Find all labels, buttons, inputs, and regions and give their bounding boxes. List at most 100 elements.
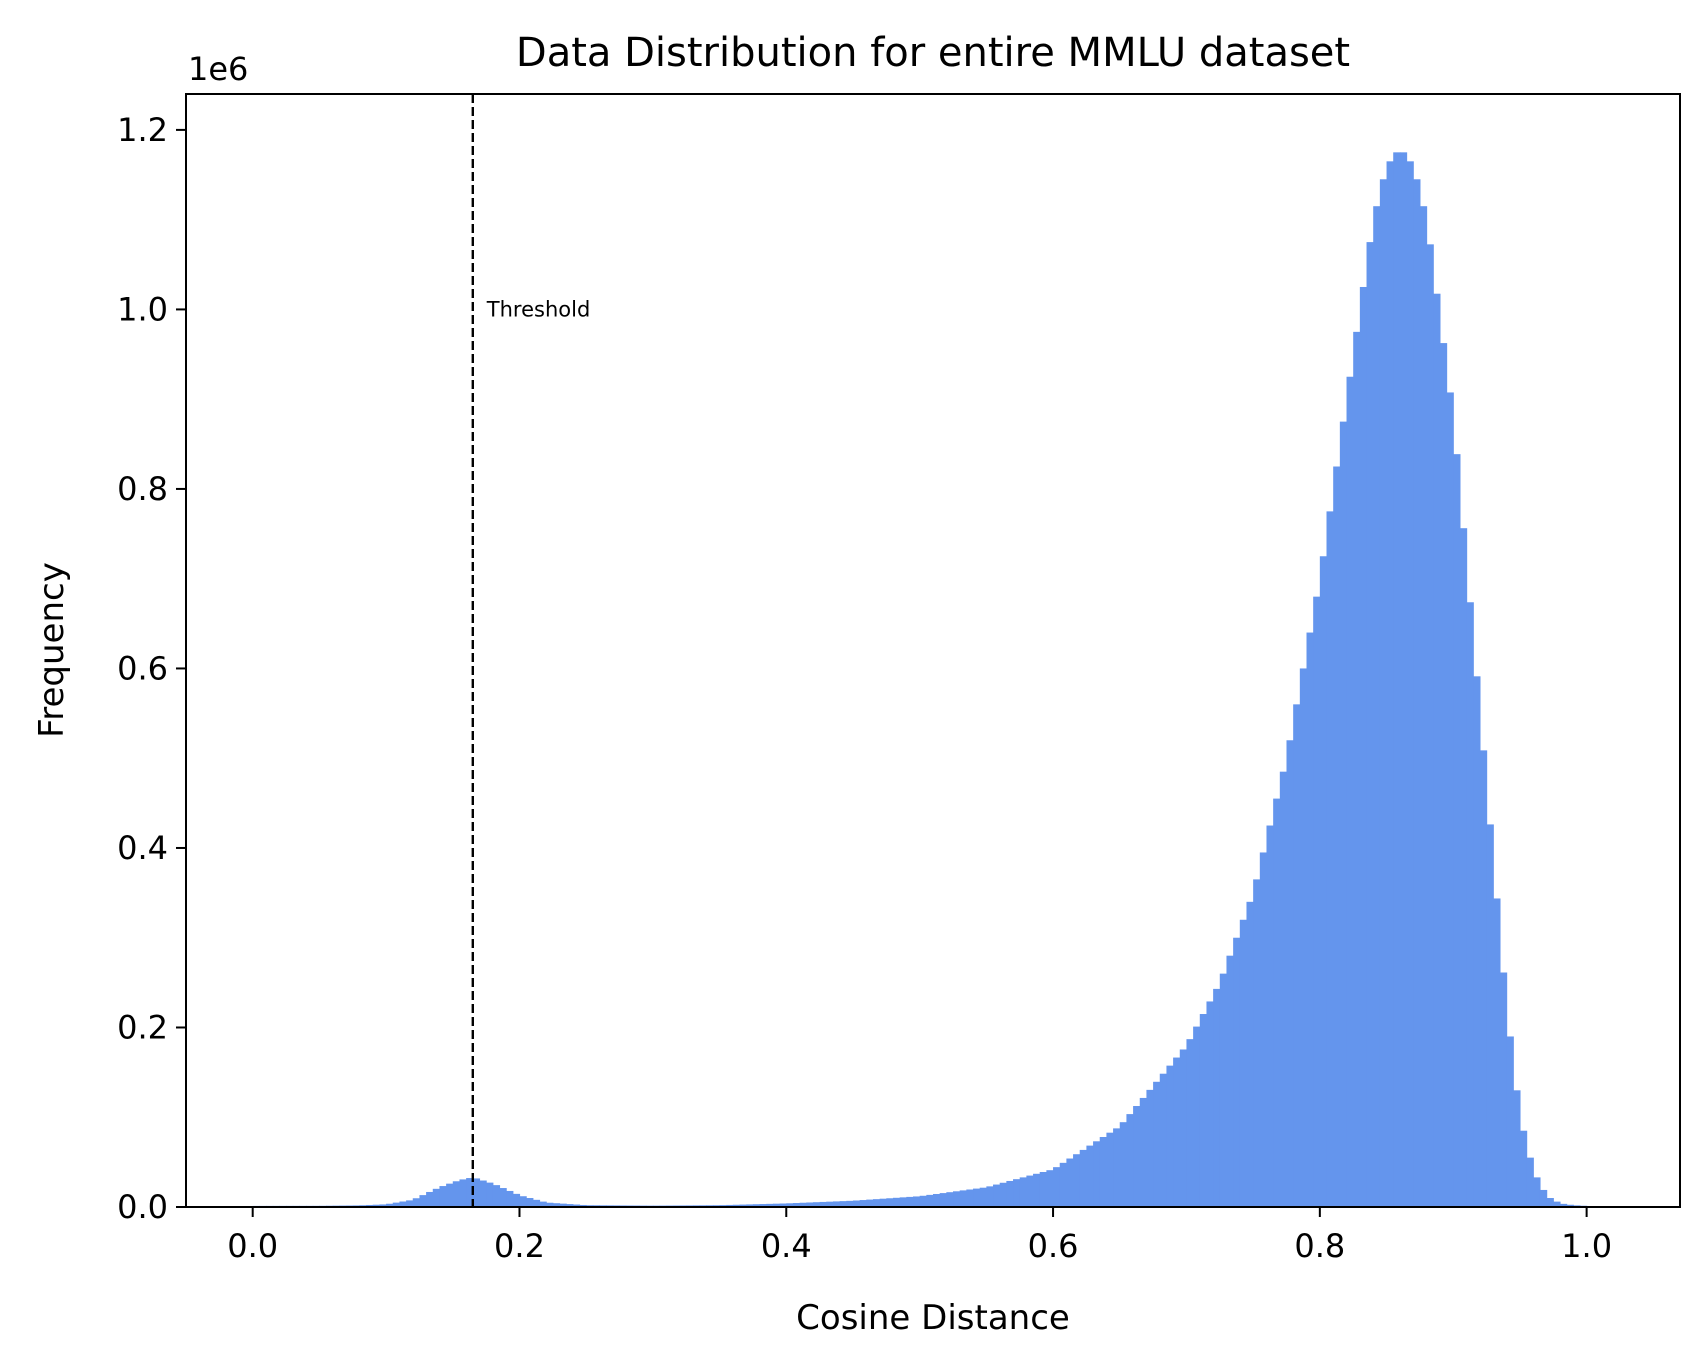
x-axis-label: Cosine Distance bbox=[796, 1298, 1070, 1338]
histogram-bar bbox=[1033, 1173, 1041, 1207]
histogram-bar bbox=[1519, 1130, 1528, 1207]
histogram-bar bbox=[1206, 1001, 1214, 1207]
histogram-bar bbox=[432, 1188, 441, 1207]
plot-frame bbox=[185, 93, 1681, 1208]
histogram-bar bbox=[1473, 676, 1481, 1207]
histogram-bar bbox=[892, 1197, 901, 1207]
histogram-bar bbox=[579, 1204, 587, 1207]
histogram-bar bbox=[732, 1204, 741, 1207]
histogram-bar bbox=[399, 1201, 407, 1207]
histogram-bar bbox=[752, 1204, 761, 1207]
histogram-bar bbox=[419, 1195, 427, 1207]
histogram-bar bbox=[1313, 596, 1321, 1207]
histogram-bar bbox=[1346, 376, 1354, 1207]
histogram-bar bbox=[1319, 556, 1328, 1207]
histogram-bar bbox=[1386, 161, 1394, 1207]
histogram-bar bbox=[959, 1190, 967, 1207]
histogram-bar bbox=[1533, 1177, 1541, 1207]
histogram-bar bbox=[779, 1203, 787, 1207]
histogram-bar bbox=[1019, 1177, 1027, 1207]
histogram-bar bbox=[1266, 825, 1274, 1207]
histogram-bar bbox=[566, 1204, 574, 1207]
histogram-bar bbox=[726, 1204, 734, 1207]
histogram-bar bbox=[1073, 1154, 1081, 1207]
histogram-bar bbox=[1099, 1136, 1108, 1207]
histogram-bar bbox=[406, 1200, 414, 1207]
histogram-bar bbox=[906, 1196, 914, 1207]
histogram-bar bbox=[1106, 1132, 1114, 1207]
histogram-bar bbox=[1499, 972, 1508, 1207]
histogram-bar bbox=[1246, 901, 1254, 1207]
histogram-bar bbox=[912, 1196, 921, 1207]
histogram-bar bbox=[486, 1182, 494, 1207]
histogram-bar bbox=[1213, 988, 1221, 1207]
histogram-bar bbox=[1286, 740, 1294, 1207]
histogram-bar bbox=[953, 1191, 961, 1207]
histogram-bar bbox=[1279, 771, 1288, 1207]
histogram-bar bbox=[993, 1184, 1001, 1207]
histogram-bar bbox=[1133, 1106, 1141, 1207]
histogram-bar bbox=[459, 1179, 467, 1207]
threshold-label: Threshold bbox=[486, 297, 591, 321]
histogram-bar bbox=[552, 1203, 561, 1207]
histogram-bar bbox=[386, 1203, 394, 1207]
histogram-bar bbox=[1413, 179, 1421, 1207]
histogram-bar bbox=[1239, 919, 1248, 1207]
y-tick-label: 0.2 bbox=[117, 1008, 168, 1046]
histogram-bar bbox=[1426, 244, 1434, 1208]
x-tick-label: 0.2 bbox=[494, 1227, 545, 1265]
histogram-bar bbox=[506, 1190, 514, 1207]
histogram-bar bbox=[1293, 704, 1301, 1207]
x-tick-label: 1.0 bbox=[1561, 1227, 1612, 1265]
histogram-bar bbox=[479, 1180, 487, 1207]
histogram-bar bbox=[1373, 206, 1381, 1207]
x-tick-label: 0.4 bbox=[761, 1227, 812, 1265]
histogram-bar bbox=[1059, 1162, 1067, 1207]
histogram-bar bbox=[372, 1204, 381, 1207]
histogram-bar bbox=[1419, 206, 1428, 1207]
histogram-bar bbox=[1433, 293, 1441, 1208]
histogram-bar bbox=[933, 1193, 941, 1207]
histogram-bar bbox=[986, 1186, 994, 1207]
histogram-bar bbox=[559, 1203, 567, 1207]
histogram-bar bbox=[859, 1200, 867, 1207]
histogram-bar bbox=[1199, 1014, 1208, 1207]
histogram-bar bbox=[772, 1203, 781, 1207]
histogram-bar bbox=[466, 1178, 474, 1207]
histogram-bar bbox=[1173, 1057, 1181, 1207]
histogram-bar bbox=[426, 1191, 434, 1207]
histogram-bar bbox=[526, 1198, 534, 1207]
histogram-bar bbox=[939, 1193, 947, 1207]
histogram-bar bbox=[1053, 1167, 1061, 1207]
histogram-bar bbox=[759, 1204, 767, 1207]
histogram-bar bbox=[392, 1202, 401, 1207]
histogram-bar bbox=[1046, 1170, 1054, 1207]
histogram-bar bbox=[446, 1183, 454, 1207]
histogram-bar bbox=[1479, 750, 1488, 1207]
histogram-bar bbox=[1333, 466, 1341, 1207]
chart-title: Data Distribution for entire MMLU datase… bbox=[516, 30, 1350, 76]
histogram-bar bbox=[1233, 937, 1241, 1207]
histogram-bar bbox=[739, 1204, 747, 1207]
histogram-bar bbox=[1006, 1180, 1014, 1207]
histogram-bar bbox=[946, 1192, 954, 1207]
histogram-bar bbox=[379, 1204, 387, 1207]
histogram-bar bbox=[1039, 1171, 1047, 1207]
histogram-bar bbox=[792, 1203, 801, 1207]
histogram-bar bbox=[1119, 1122, 1128, 1207]
histogram-bar bbox=[1166, 1065, 1174, 1207]
histogram-bars bbox=[252, 152, 1614, 1208]
histogram-bar bbox=[1406, 161, 1414, 1207]
histogram-bar bbox=[826, 1201, 834, 1207]
histogram-bar bbox=[1159, 1073, 1168, 1207]
histogram-bar bbox=[1146, 1089, 1154, 1207]
histogram-bar bbox=[532, 1199, 541, 1207]
y-tick-label: 1.2 bbox=[117, 111, 168, 149]
histogram-bar bbox=[879, 1198, 887, 1207]
histogram-bar bbox=[852, 1200, 861, 1207]
histogram-bar bbox=[1219, 973, 1228, 1207]
histogram-bar bbox=[1393, 152, 1401, 1208]
x-tick-label: 0.0 bbox=[227, 1227, 278, 1265]
histogram-bar bbox=[1359, 286, 1368, 1208]
